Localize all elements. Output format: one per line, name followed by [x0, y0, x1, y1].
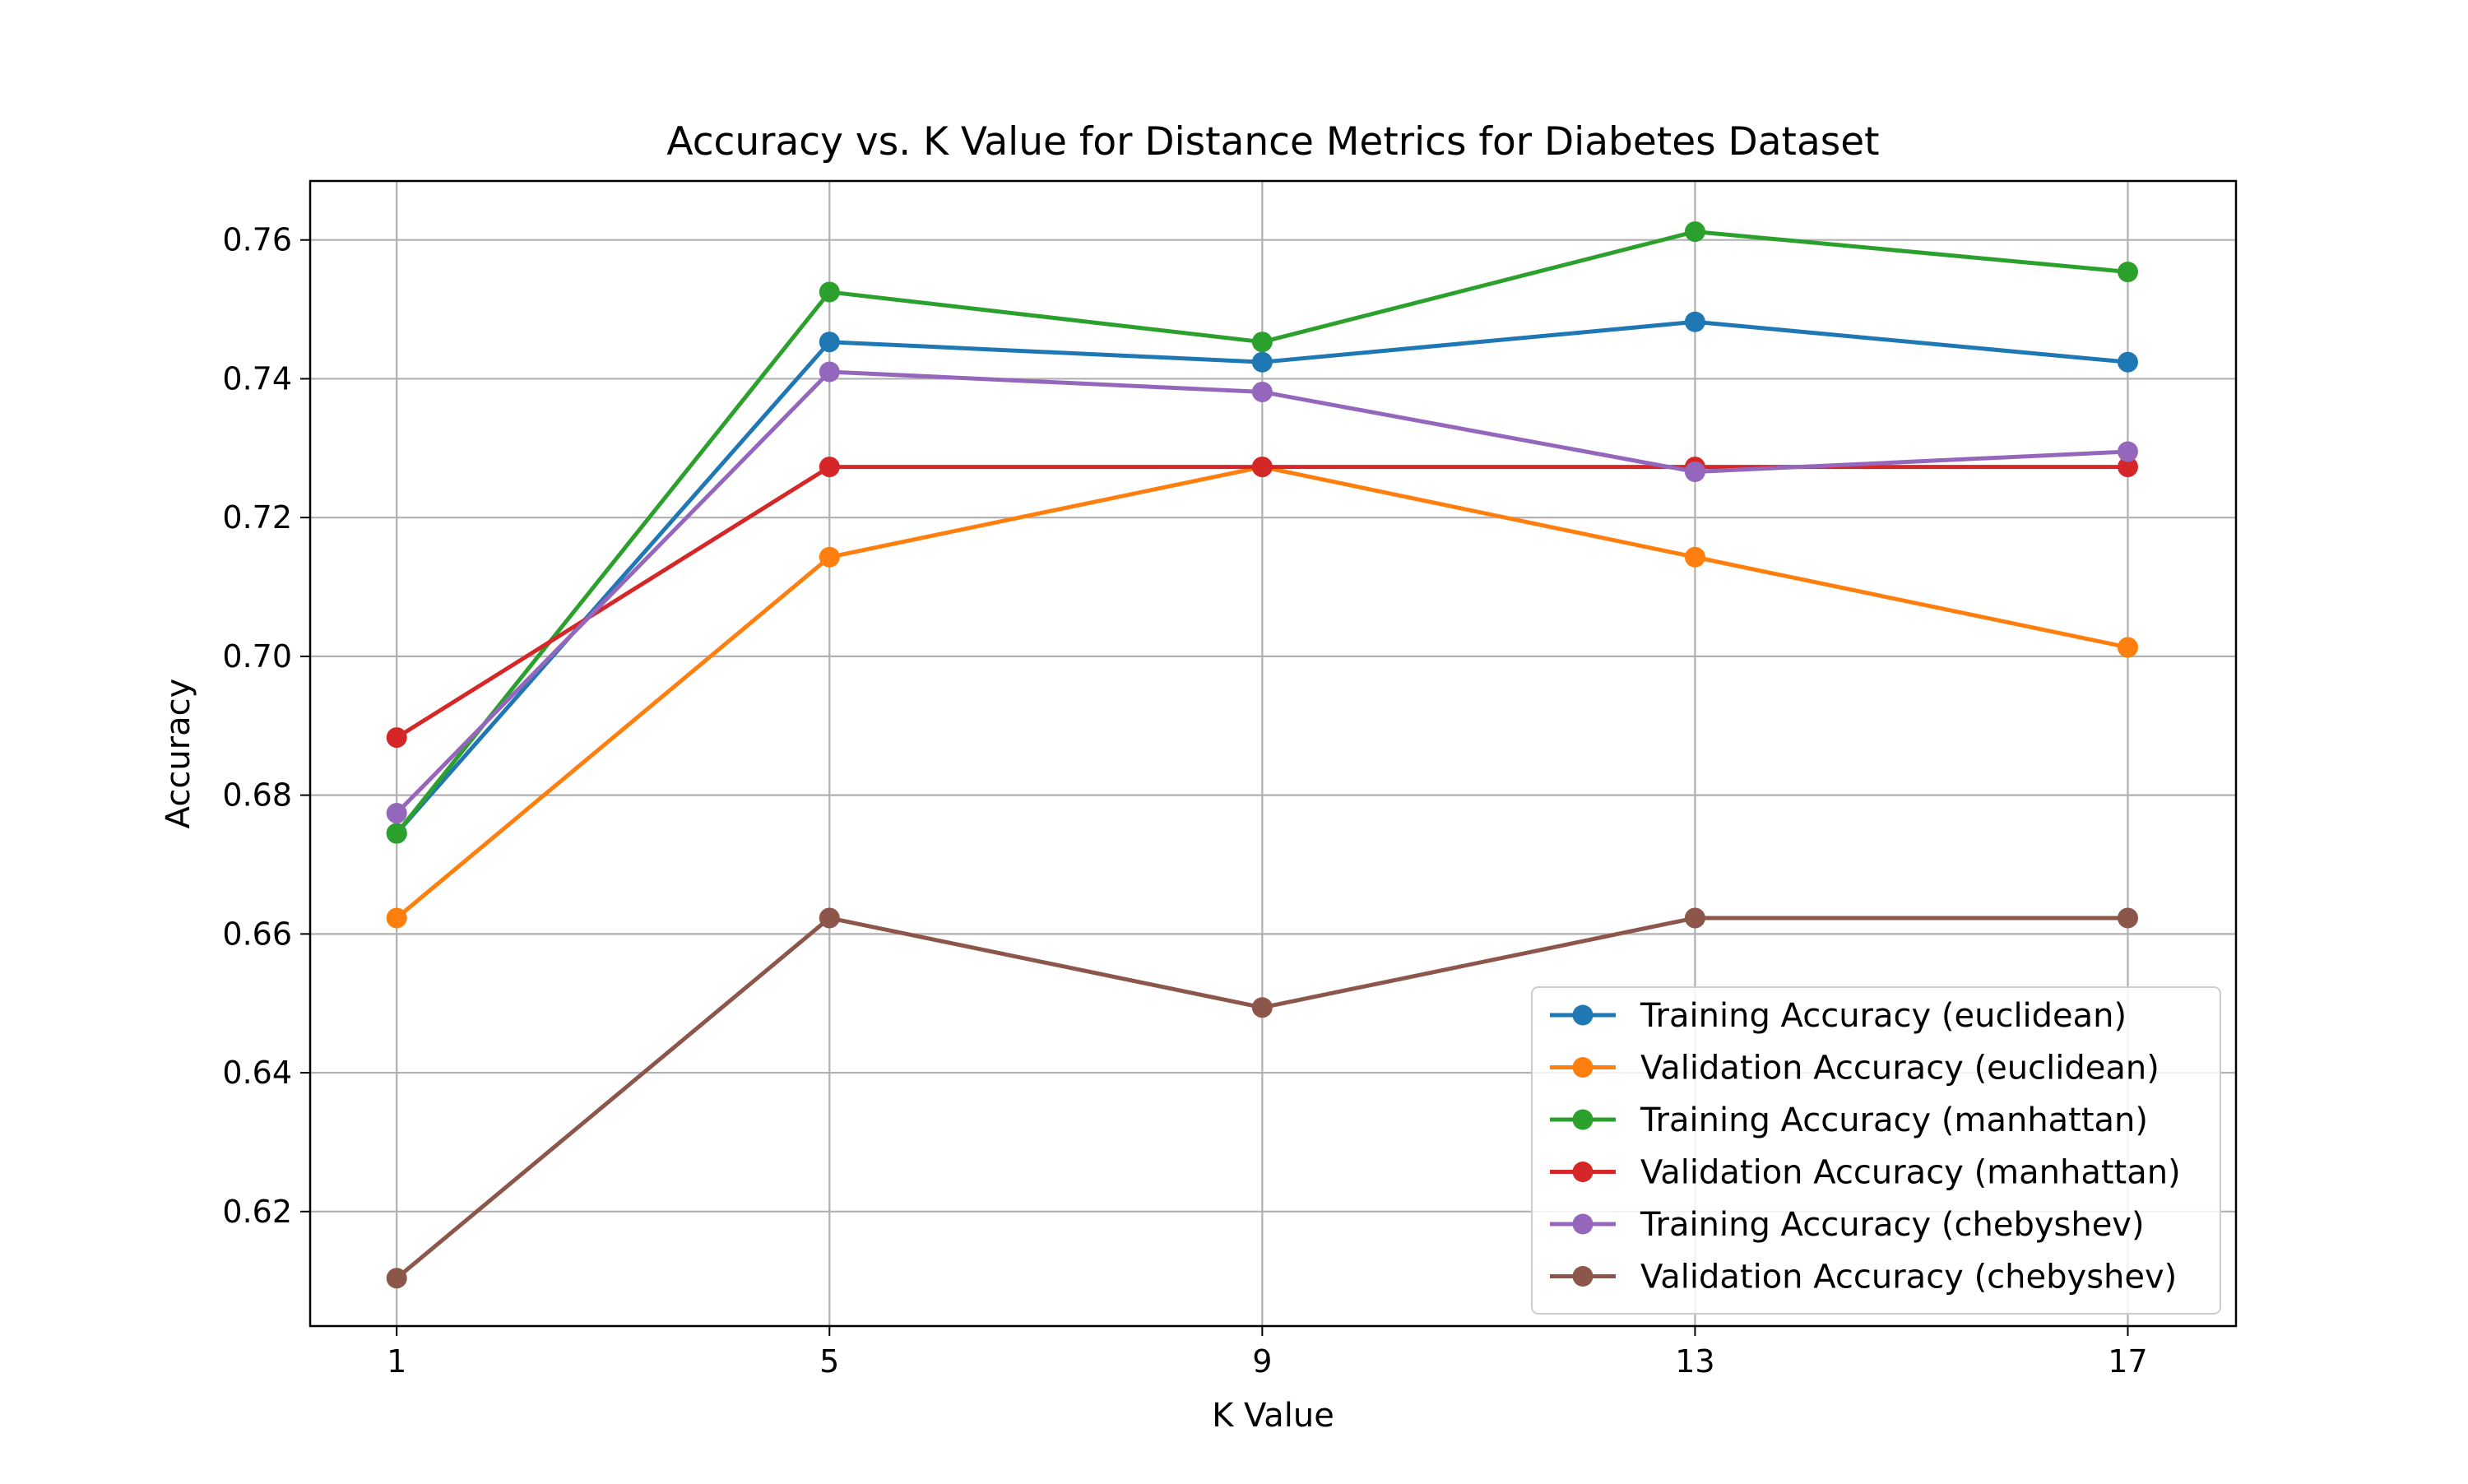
x-tick-label: 5 [819, 1343, 839, 1380]
data-point [1684, 221, 1705, 243]
legend-label: Training Accuracy (euclidean) [1640, 997, 2127, 1035]
data-point [819, 332, 840, 353]
x-tick-label: 13 [1675, 1343, 1714, 1380]
data-point [1251, 997, 1273, 1018]
y-tick-label: 0.68 [222, 777, 292, 814]
series-3 [386, 221, 2138, 844]
data-point [1684, 461, 1705, 482]
series-6 [386, 907, 2138, 1289]
legend-label: Validation Accuracy (euclidean) [1640, 1050, 2160, 1087]
data-point [1251, 381, 1273, 402]
data-point [386, 823, 407, 844]
data-point [386, 907, 407, 929]
x-tick-label: 9 [1252, 1343, 1272, 1380]
plot-area-frame [308, 179, 2238, 1328]
data-point [2117, 351, 2138, 373]
legend-marker [1572, 1057, 1594, 1078]
legend-label: Validation Accuracy (chebyshev) [1640, 1259, 2177, 1296]
data-point [819, 457, 840, 478]
data-point [386, 1268, 407, 1289]
y-tick-label: 0.76 [222, 222, 292, 258]
y-tick-label: 0.66 [222, 916, 292, 952]
legend-item: Training Accuracy (euclidean) [1550, 997, 2127, 1035]
data-point [2117, 441, 2138, 462]
data-point [819, 361, 840, 383]
y-tick-label: 0.74 [222, 360, 292, 397]
x-tick-label: 1 [387, 1343, 406, 1380]
legend-item: Validation Accuracy (euclidean) [1550, 1050, 2160, 1087]
data-point [819, 907, 840, 929]
y-tick-label: 0.64 [222, 1055, 292, 1091]
data-point [1684, 311, 1705, 332]
data-point [1684, 907, 1705, 929]
legend-marker [1572, 1162, 1594, 1182]
data-point [2117, 907, 2138, 929]
legend-marker [1572, 1109, 1594, 1130]
data-point [1684, 546, 1705, 568]
legend-item: Training Accuracy (manhattan) [1550, 1101, 2148, 1139]
legend-marker [1572, 1213, 1594, 1235]
data-point [1251, 457, 1273, 478]
data-point [2117, 262, 2138, 283]
data-point [1251, 332, 1273, 353]
legend-marker [1572, 1004, 1594, 1026]
data-point [1251, 351, 1273, 373]
data-point [2117, 457, 2138, 478]
legend-label: Training Accuracy (chebyshev) [1640, 1206, 2145, 1244]
data-point [386, 727, 407, 749]
y-tick-label: 0.72 [222, 499, 292, 536]
legend-marker [1572, 1266, 1594, 1287]
y-axis-label: Accuracy [160, 679, 197, 829]
data-point [819, 546, 840, 568]
data-point [386, 803, 407, 824]
legend-item: Training Accuracy (chebyshev) [1550, 1206, 2145, 1244]
legend-item: Validation Accuracy (chebyshev) [1550, 1259, 2177, 1296]
legend: Training Accuracy (euclidean) Validation … [1531, 986, 2221, 1315]
y-tick-label: 0.70 [222, 638, 292, 675]
series-lines [386, 221, 2138, 1289]
chart-title: Accuracy vs. K Value for Distance Metric… [666, 119, 1879, 165]
legend-box [1531, 986, 2221, 1315]
x-axis-label: K Value [1212, 1397, 1334, 1435]
axis-ticks: 1 5 9 13 17 0.62 0.64 0.66 0.68 0.70 0.72 0.74 0.76 [222, 222, 2147, 1380]
x-tick-label: 17 [2108, 1343, 2147, 1380]
legend-label: Training Accuracy (manhattan) [1640, 1101, 2148, 1139]
legend-label: Validation Accuracy (manhattan) [1640, 1154, 2181, 1192]
data-point [2117, 637, 2138, 658]
data-point [819, 281, 840, 303]
legend-item: Validation Accuracy (manhattan) [1550, 1154, 2181, 1192]
y-tick-label: 0.62 [222, 1194, 292, 1230]
series-5 [386, 361, 2138, 824]
